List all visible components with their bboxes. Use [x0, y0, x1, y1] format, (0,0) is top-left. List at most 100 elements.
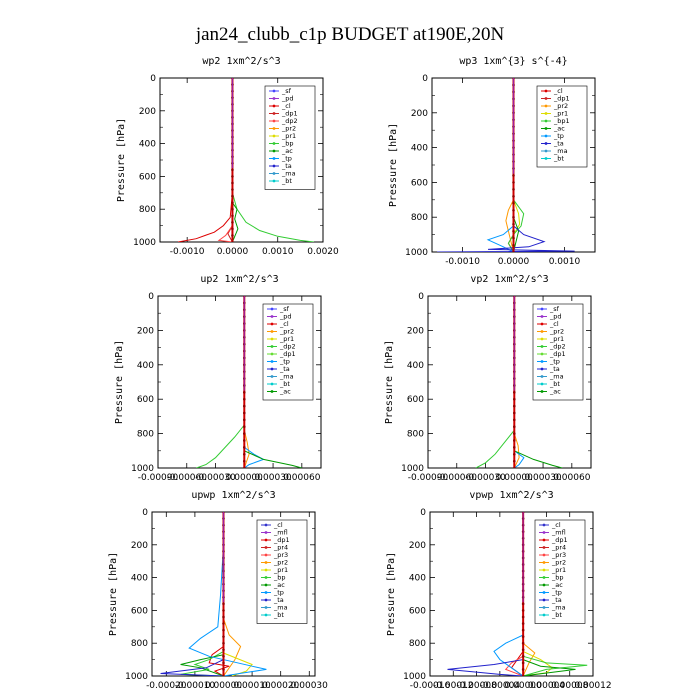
legend-label: _bt [273, 611, 284, 619]
series-line_bp1 [507, 78, 525, 252]
x-tick-label: 0.00060 [283, 473, 320, 483]
series-group [447, 512, 588, 676]
legend-label: _bt [281, 177, 292, 185]
legend-marker [544, 89, 548, 93]
y-tick-label: 200 [407, 326, 424, 336]
legend-marker [270, 360, 274, 363]
legend-marker [264, 538, 268, 542]
series-line_pr3 [504, 512, 524, 676]
zero-profile-marker [512, 418, 516, 422]
zero-profile-marker [242, 411, 246, 415]
legend-label: _pr2 [549, 328, 564, 336]
zero-profile-marker [222, 641, 225, 645]
zero-profile-marker [222, 628, 225, 632]
legend-box [264, 85, 316, 190]
y-tick-label: 1000 [131, 464, 154, 474]
legend-marker [270, 382, 274, 386]
legend-box [534, 519, 586, 624]
x-tick-label: 0.00030 [524, 473, 561, 483]
zero-profile-marker [231, 221, 234, 224]
legend-label: _pr2 [281, 125, 296, 133]
x-tick-label: -0.0010 [445, 257, 480, 267]
legend-marker [540, 360, 544, 363]
legend-marker [544, 97, 548, 100]
zero-profile-marker [512, 466, 516, 468]
legend-marker [264, 591, 268, 594]
legend-label: _ma [549, 373, 564, 381]
legend-label: _pr4 [551, 544, 566, 552]
figure-title: jan24_clubb_c1p BUDGET at190E,20N [195, 24, 505, 45]
legend-marker [540, 330, 544, 333]
legend-marker [270, 307, 274, 311]
zero-profile-marker [222, 609, 225, 612]
chart-panel-2: wp3 1xm^{3} s^{-4} 0 200 400 600 800 1000 -0.00… [388, 56, 596, 267]
zero-profile-marker [242, 418, 246, 422]
legend-marker [264, 576, 268, 579]
zero-profile-marker [521, 641, 525, 645]
legend-marker [544, 142, 548, 145]
x-tick-label: -0.00090 [138, 473, 179, 483]
legend-marker [270, 330, 274, 333]
zero-profile-marker [231, 181, 234, 185]
series-line_cl [178, 78, 233, 242]
x-tick-label: -0.00060 [167, 473, 208, 483]
series-line_ta [160, 512, 224, 676]
y-axis-label: Pressure [hPa] [386, 552, 397, 636]
legend-label: _ma [281, 170, 296, 178]
legend-label: _pd [281, 95, 294, 103]
legend-marker [264, 531, 268, 534]
y-tick-label: 1000 [125, 672, 148, 682]
y-tick-label: 200 [137, 326, 154, 336]
zero-profile-marker [521, 668, 525, 671]
legend-marker [540, 307, 544, 311]
zero-profile-marker [222, 622, 225, 625]
zero-profile-marker [512, 229, 515, 233]
y-tick-label: 0 [420, 508, 426, 518]
legend-label: _mfl [551, 529, 566, 537]
legend-label: _cl [549, 320, 559, 328]
series-line_tp [486, 78, 514, 252]
series-line_pr1 [223, 512, 253, 676]
legend-label: _ac [551, 581, 563, 589]
legend-marker [542, 583, 546, 587]
legend-label: _ta [553, 140, 564, 148]
legend-marker [540, 367, 544, 371]
y-axis-label: Pressure [hPa] [108, 552, 119, 636]
y-tick-label: 1000 [403, 672, 426, 682]
chart-panel-3: up2 1xm^2/s^302004006008001000-0.00090-0… [114, 274, 322, 483]
series-group [160, 512, 267, 676]
x-tick-label: -0.00010 [175, 681, 216, 691]
zero-profile-marker [222, 674, 225, 676]
legend-label: _bt [279, 380, 290, 388]
legend-marker [540, 322, 544, 326]
y-tick-label: 800 [411, 213, 428, 223]
legend-label: _ma [273, 604, 288, 612]
legend-marker [540, 375, 544, 378]
zero-profile-marker [222, 602, 225, 606]
legend-marker [272, 164, 276, 168]
y-tick-label: 600 [411, 178, 428, 188]
zero-profile-marker [512, 459, 516, 463]
legend-label: _tp [549, 358, 560, 366]
legend-marker [544, 134, 548, 138]
legend-marker [542, 613, 546, 617]
zero-profile-marker [222, 635, 225, 638]
zero-profile-marker [512, 201, 515, 205]
y-tick-label: 0 [142, 508, 148, 518]
x-tick-label: -0.00020 [146, 681, 187, 691]
legend-marker [542, 523, 546, 527]
legend-label: _pr1 [553, 110, 568, 118]
legend-label: _dp1 [551, 536, 568, 544]
y-tick-label: 200 [409, 541, 426, 551]
legend-marker [272, 172, 276, 175]
legend-marker [270, 315, 274, 318]
legend-label: _pr3 [273, 551, 288, 559]
legend-label: _tp [281, 155, 292, 163]
legend-box [256, 519, 308, 624]
legend-marker [270, 390, 274, 393]
zero-profile-marker [242, 439, 246, 442]
legend-label: _pr2 [551, 559, 566, 567]
legend-label: _dp2 [549, 343, 566, 351]
legend-marker [544, 119, 548, 123]
zero-profile-marker [242, 432, 246, 435]
